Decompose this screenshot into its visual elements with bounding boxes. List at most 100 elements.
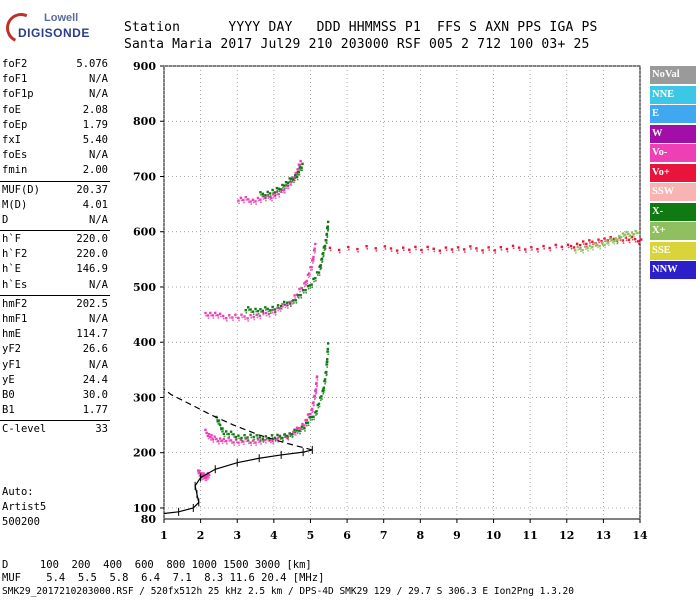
trace-point <box>306 421 310 424</box>
trace-point <box>575 242 579 246</box>
trace-point <box>598 241 600 244</box>
trace-point <box>270 196 273 200</box>
trace-point <box>244 308 247 312</box>
trace-point <box>266 194 269 197</box>
trace-point <box>305 418 308 422</box>
param-key: fmin <box>2 164 28 177</box>
trace-point <box>268 315 271 318</box>
x-tick-label: 11 <box>522 529 537 542</box>
param-row-yf2: yF2 26.6 <box>0 343 112 358</box>
trace-point <box>327 361 329 363</box>
trace-point <box>307 287 310 290</box>
trace-point <box>264 306 267 309</box>
trace-point <box>575 252 577 254</box>
trace-point <box>316 274 319 276</box>
legend-item-ssw: SSW <box>650 183 696 201</box>
trace-point <box>258 436 261 439</box>
trace-point <box>252 315 255 319</box>
trace-point <box>243 315 246 318</box>
trace-point <box>636 240 640 243</box>
trace-point <box>299 432 301 435</box>
trace-point <box>232 319 234 321</box>
trace-point <box>232 441 235 444</box>
trace-point <box>326 242 328 244</box>
trace-point <box>616 242 619 245</box>
trace-point <box>311 259 314 262</box>
trace-point <box>301 428 304 431</box>
trace-point <box>578 247 582 250</box>
auto-artist: Artist5 <box>2 501 47 513</box>
trace-point <box>323 379 326 383</box>
trace-point <box>255 313 258 316</box>
trace-point <box>300 286 304 290</box>
trace-point <box>240 199 243 202</box>
trace-point <box>299 294 302 297</box>
legend-item-sse: SSE <box>650 241 696 260</box>
trace-point <box>627 232 630 236</box>
trace-point <box>197 471 200 475</box>
trace-point <box>282 305 284 308</box>
trace-point <box>635 232 638 235</box>
trace-point <box>277 441 279 443</box>
trace-point <box>312 415 315 418</box>
param-value: N/A <box>89 213 108 226</box>
trace-point <box>310 283 313 286</box>
trace-point <box>284 436 287 438</box>
trace-point <box>312 249 316 252</box>
x-tick-label: 10 <box>486 529 502 542</box>
trace-point <box>287 437 289 440</box>
trace-point <box>206 314 210 317</box>
trace-point <box>288 432 291 435</box>
trace-point <box>221 431 223 433</box>
trace-point <box>310 415 313 419</box>
trace-point <box>276 193 279 196</box>
trace-point <box>612 237 615 241</box>
trace-point <box>290 184 293 186</box>
trace-point <box>315 410 318 413</box>
trace-point <box>325 239 328 242</box>
trace-point <box>524 248 527 251</box>
trace-point <box>322 386 326 389</box>
trace-point <box>295 429 299 432</box>
trace-point <box>294 297 296 299</box>
trace-point <box>214 438 217 441</box>
trace-point <box>241 316 243 319</box>
trace-point <box>289 302 292 305</box>
trace-point <box>325 232 329 236</box>
trace-point <box>238 202 240 205</box>
trace-point <box>628 241 631 244</box>
trace-point <box>488 249 491 251</box>
trace-point <box>312 410 314 413</box>
param-key: hmF2 <box>2 297 28 310</box>
trace-point <box>313 418 315 421</box>
trace-point <box>464 251 466 253</box>
param-value: 202.5 <box>76 297 108 310</box>
param-row-hes: h`Es N/A <box>0 279 112 294</box>
trace-point <box>326 366 329 368</box>
trace-point <box>628 235 630 238</box>
trace-point <box>250 444 253 447</box>
trace-point <box>626 233 628 236</box>
trace-point <box>240 436 243 440</box>
trace-point <box>231 316 234 319</box>
trace-point <box>317 402 321 406</box>
trace-point <box>305 424 308 427</box>
trace-point <box>211 314 214 317</box>
trace-point <box>271 199 273 202</box>
trace-point <box>282 191 284 194</box>
trace-point <box>312 401 315 404</box>
param-value: N/A <box>89 149 108 162</box>
trace-point <box>634 240 637 243</box>
trace-point <box>426 245 429 249</box>
param-row-foe: foE 2.08 <box>0 104 112 119</box>
trace-point <box>233 436 235 438</box>
trace-point <box>409 251 411 254</box>
trace-point <box>262 312 265 315</box>
trace-point <box>247 320 249 322</box>
trace-point <box>293 181 295 184</box>
y-tick-label: 700 <box>133 170 156 183</box>
electron-density-profile <box>163 449 313 515</box>
trace-point <box>284 306 287 309</box>
trace-point <box>450 248 454 251</box>
polarization-legend: NoVal NNE E W Vo- Vo+ SSW X- X+ SSE NNW <box>650 66 696 281</box>
